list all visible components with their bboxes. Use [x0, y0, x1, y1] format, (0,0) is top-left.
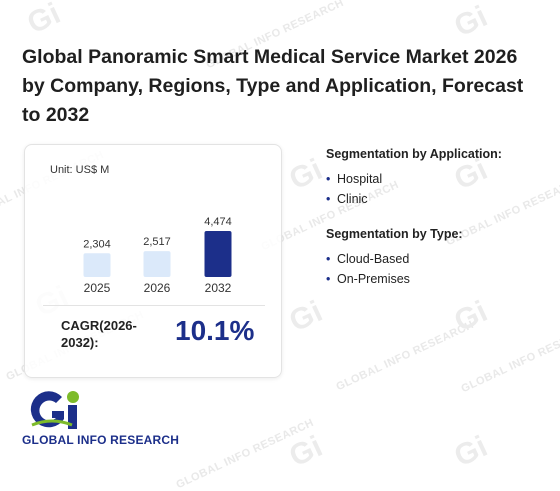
watermark-mark: Gi	[449, 0, 493, 44]
bar-chart: 2,304 2025 2,517 2026 4,474 2032	[83, 216, 232, 295]
type-list: Cloud-Based On-Premises	[326, 249, 463, 289]
application-list: Hospital Clinic	[326, 169, 502, 209]
bar-2026	[143, 251, 171, 277]
company-logo: GLOBAL INFO RESEARCH	[22, 389, 179, 447]
category-label: 2026	[144, 281, 171, 295]
unit-label: Unit: US$ M	[50, 164, 110, 176]
watermark-text: GLOBAL INFO RESEARCH	[459, 320, 560, 396]
list-item: On-Premises	[326, 269, 463, 289]
chart-card: Unit: US$ M 2,304 2025 2,517 2026 4,474 2032 …	[24, 144, 282, 378]
watermark-mark: Gi	[449, 429, 493, 474]
cagr-value: 10.1%	[175, 315, 255, 346]
list-item: Clinic	[326, 189, 502, 209]
watermark-text: GLOBAL INFO RESEARCH	[174, 416, 316, 491]
bar-value-label: 2,304	[83, 238, 111, 250]
logo-text: GLOBAL INFO RESEARCH	[22, 433, 180, 447]
logo-mark-icon	[30, 391, 79, 429]
bar-2025	[83, 253, 111, 277]
watermark-text: GLOBAL INFO RESEARCH	[334, 318, 476, 394]
watermark-mark: Gi	[284, 429, 328, 474]
bar-2032	[204, 231, 232, 277]
bar-value-label: 2,517	[143, 236, 171, 248]
category-label: 2032	[205, 281, 232, 295]
segmentation-type: Segmentation by Type: Cloud-Based On-Pre…	[326, 227, 463, 289]
segmentation-type-heading: Segmentation by Type:	[326, 227, 463, 241]
watermark-mark: Gi	[22, 0, 66, 41]
watermark-mark: Gi	[284, 152, 328, 197]
bar-value-label: 4,474	[204, 216, 232, 228]
watermark-mark: Gi	[284, 294, 328, 339]
page-title: Global Panoramic Smart Medical Service M…	[22, 46, 524, 126]
divider	[43, 305, 265, 306]
watermark-mark: Gi	[449, 294, 493, 339]
cagr-label: CAGR(2026-2032):	[61, 318, 137, 350]
list-item: Cloud-Based	[326, 249, 463, 269]
list-item: Hospital	[326, 169, 502, 189]
segmentation-application-heading: Segmentation by Application:	[326, 147, 502, 161]
segmentation-application: Segmentation by Application: Hospital Cl…	[326, 147, 502, 209]
category-label: 2025	[84, 281, 111, 295]
